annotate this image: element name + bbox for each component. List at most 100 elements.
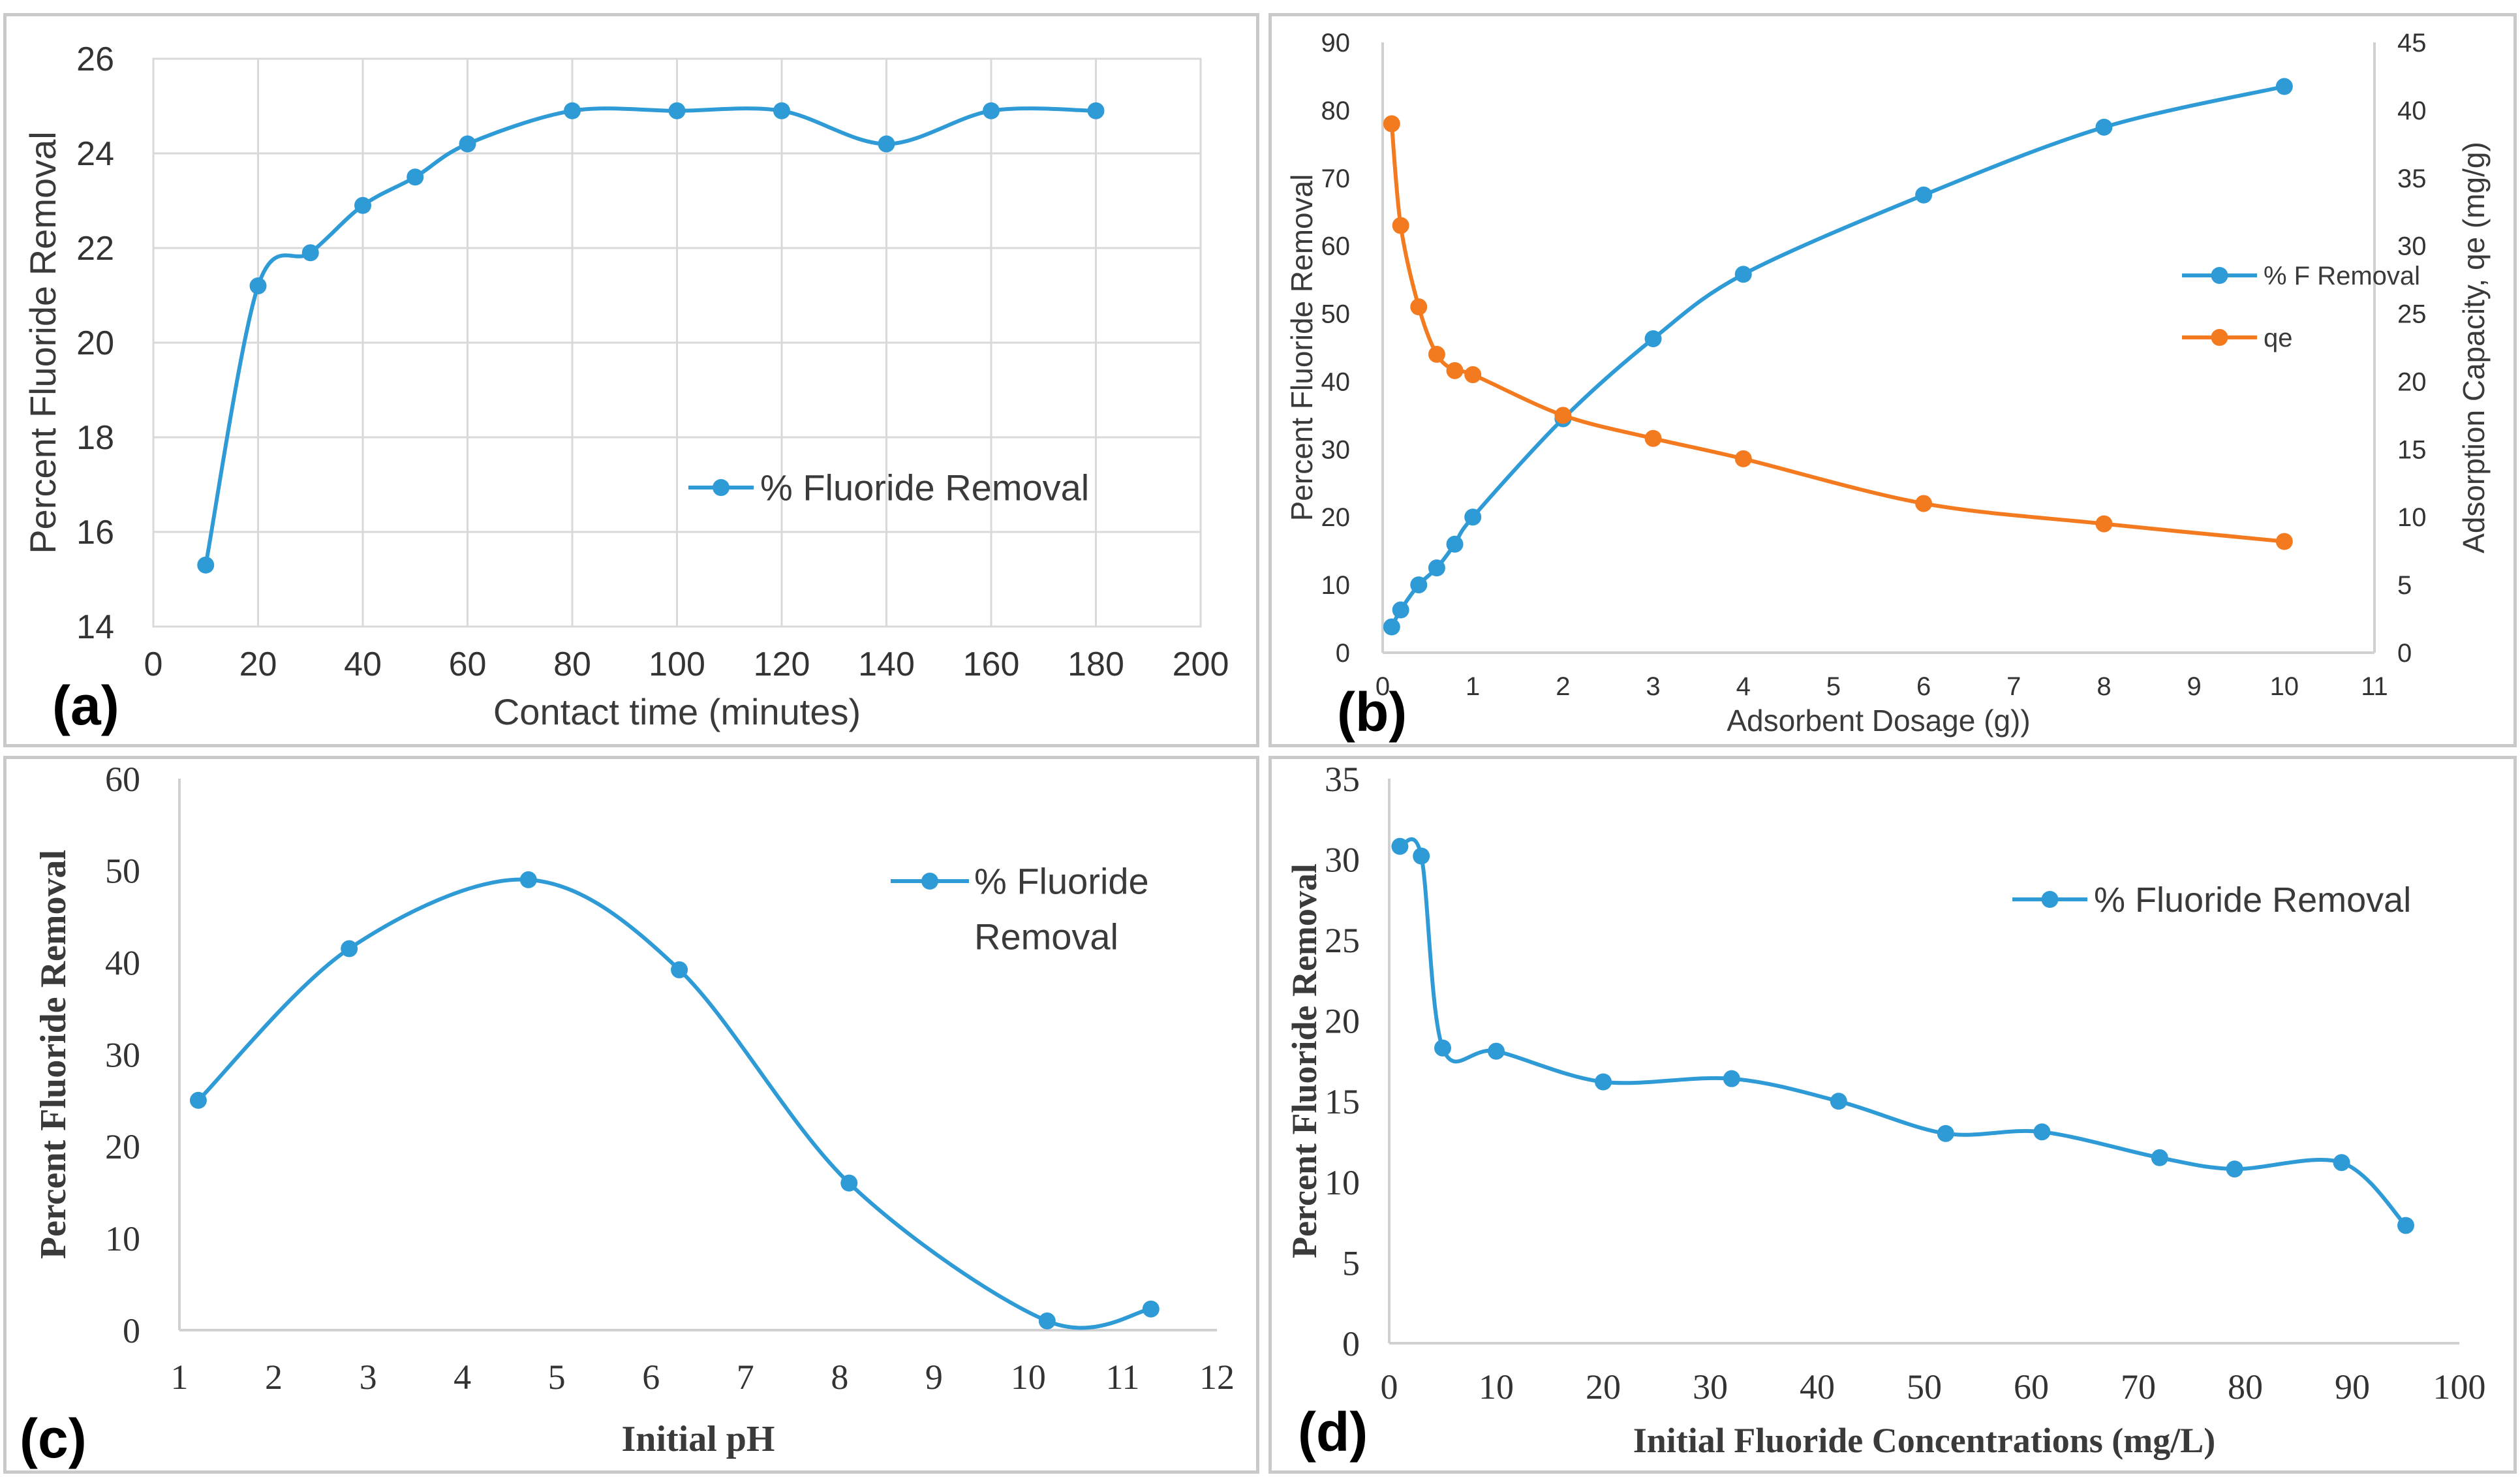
data-point	[1464, 508, 1482, 526]
x-tick-label: 5	[548, 1358, 566, 1397]
y2-tick-label: 45	[2397, 29, 2427, 57]
legend-label: % F Removal	[2264, 262, 2420, 290]
data-point	[1392, 217, 1409, 234]
x-tick-label: 60	[449, 645, 487, 683]
data-point	[1428, 559, 1445, 577]
y-tick-label: 10	[1321, 571, 1351, 600]
panel-b: 0 1 2 3 4 5 6 7 8 9 10 11 0 10 20 30 40 50 60 70 80 90 0 5 10 15 2…	[1268, 13, 2517, 747]
x-tick-label: 180	[1068, 645, 1124, 683]
x-tick-label: 20	[239, 645, 277, 683]
x-tick-label: 70	[2121, 1367, 2156, 1407]
data-point	[1413, 847, 1430, 865]
x-tick-label: 20	[1586, 1367, 1621, 1407]
legend-marker	[2211, 267, 2228, 284]
x-tick-label: 11	[1105, 1358, 1139, 1397]
y-tick-label: 0	[1342, 1324, 1360, 1363]
x-tick-label: 8	[2097, 672, 2111, 701]
data-point	[1087, 102, 1105, 119]
y-tick-label: 20	[105, 1127, 140, 1166]
y-tick-label: 0	[123, 1311, 140, 1350]
x-tick-label: 7	[2006, 672, 2021, 701]
x-tick-label: 11	[2361, 672, 2388, 701]
x-tick-label: 80	[2228, 1367, 2263, 1407]
data-point	[2151, 1149, 2168, 1166]
x-tick-label: 0	[1375, 672, 1390, 701]
data-point	[1142, 1300, 1160, 1318]
y-tick-label: 50	[105, 852, 140, 891]
series-line-2	[1389, 123, 2285, 544]
plot-frame	[152, 57, 1202, 628]
y2-tick-label: 0	[2397, 639, 2412, 668]
y-tick-label: 80	[1321, 97, 1351, 125]
data-point	[1915, 495, 1933, 512]
data-point	[2397, 1217, 2414, 1234]
panel-letter: (b)	[1337, 681, 1407, 743]
data-point	[840, 1174, 858, 1192]
data-point	[197, 556, 215, 574]
y-tick-label: 20	[76, 324, 114, 362]
data-point	[1830, 1093, 1847, 1110]
data-point	[407, 168, 424, 186]
y-tick-label: 30	[105, 1035, 140, 1074]
x-tick-label: 1	[171, 1358, 189, 1397]
data-point	[2275, 533, 2293, 550]
data-point	[878, 135, 895, 153]
y2-tick-label: 35	[2397, 164, 2427, 193]
series-line-1	[204, 106, 1096, 566]
x-axis-label: Contact time (minutes)	[493, 691, 861, 732]
legend-marker	[2041, 891, 2059, 908]
data-point	[1038, 1312, 1056, 1329]
data-point	[354, 196, 371, 214]
y-tick-label: 30	[1321, 435, 1351, 464]
data-point	[1937, 1125, 1954, 1142]
data-point	[1644, 429, 1662, 447]
data-point	[1464, 366, 1482, 384]
x-tick-label: 10	[2270, 672, 2299, 701]
data-point	[2095, 515, 2113, 533]
data-point	[773, 102, 790, 119]
data-point	[1410, 298, 1428, 316]
data-point	[1428, 345, 1445, 363]
x-tick-label: 5	[1826, 672, 1841, 701]
data-point	[2275, 78, 2293, 95]
y-tick-label: 10	[1325, 1163, 1360, 1202]
x-tick-label: 7	[737, 1358, 754, 1397]
x-tick-label: 40	[1800, 1367, 1835, 1407]
series-line-1	[1390, 84, 2285, 628]
y-tick-label: 16	[76, 514, 114, 552]
x-tick-label: 6	[642, 1358, 660, 1397]
y-tick-label: 0	[1336, 639, 1350, 668]
y-tick-label: 50	[1321, 300, 1351, 329]
data-point	[1446, 535, 1464, 553]
data-point	[1595, 1073, 1612, 1091]
x-tick-label: 0	[1381, 1367, 1398, 1407]
y-tick-label: 10	[105, 1219, 140, 1258]
y-tick-label: 26	[76, 40, 114, 78]
data-point	[189, 1091, 207, 1109]
data-point	[1383, 618, 1400, 636]
legend-marker	[713, 479, 730, 496]
y-tick-label: 40	[1321, 367, 1351, 396]
legend-label: qe	[2264, 324, 2293, 352]
legend-label: % Fluoride Removal	[760, 467, 1089, 508]
x-tick-label: 9	[2187, 672, 2202, 701]
y2-tick-label: 30	[2397, 232, 2427, 261]
x-tick-label: 8	[831, 1358, 848, 1397]
legend-marker	[2211, 329, 2228, 346]
panel-c: 1 2 3 4 5 6 7 8 9 10 11 12 0 10 20 30 40 50 60 Initial pH Pe…	[3, 756, 1259, 1474]
data-point	[249, 277, 267, 294]
x-tick-label: 60	[2014, 1367, 2049, 1407]
data-point	[459, 135, 476, 153]
x-axis-label: Adsorbent Dosage (g))	[1727, 704, 2030, 738]
y-tick-label: 60	[105, 760, 140, 799]
x-tick-label: 2	[265, 1358, 283, 1397]
y-tick-label: 90	[1321, 29, 1351, 57]
data-point	[2095, 118, 2113, 136]
data-point	[1434, 1039, 1451, 1057]
y-tick-label: 35	[1325, 760, 1360, 799]
data-point	[1734, 266, 1752, 283]
x-tick-label: 120	[754, 645, 810, 683]
y-tick-label: 20	[1321, 503, 1351, 532]
y2-tick-label: 15	[2397, 435, 2427, 464]
data-point	[341, 940, 358, 957]
